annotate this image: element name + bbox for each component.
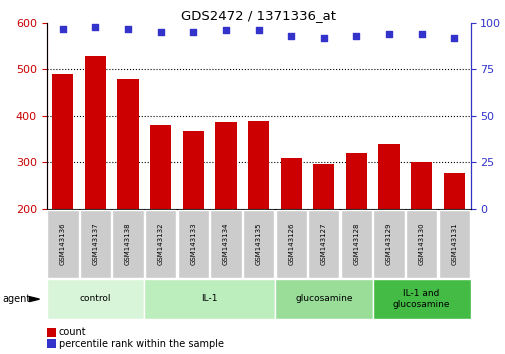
FancyBboxPatch shape xyxy=(438,210,469,278)
Text: GSM143129: GSM143129 xyxy=(385,223,391,265)
Bar xyxy=(215,121,236,209)
Text: GSM143126: GSM143126 xyxy=(288,223,293,265)
FancyBboxPatch shape xyxy=(242,210,274,278)
Point xyxy=(286,33,294,39)
Point xyxy=(417,32,425,37)
Text: GSM143132: GSM143132 xyxy=(158,223,164,265)
Text: GSM143131: GSM143131 xyxy=(450,223,457,265)
Bar xyxy=(85,56,106,209)
FancyBboxPatch shape xyxy=(308,210,339,278)
FancyBboxPatch shape xyxy=(145,210,176,278)
FancyBboxPatch shape xyxy=(340,210,371,278)
FancyBboxPatch shape xyxy=(46,279,144,319)
Text: count: count xyxy=(59,327,86,337)
FancyBboxPatch shape xyxy=(47,210,78,278)
Bar xyxy=(410,162,431,209)
Bar xyxy=(443,173,464,209)
Title: GDS2472 / 1371336_at: GDS2472 / 1371336_at xyxy=(181,9,335,22)
Bar xyxy=(52,74,73,209)
Polygon shape xyxy=(29,297,39,302)
Point xyxy=(449,35,458,41)
Text: GSM143128: GSM143128 xyxy=(352,223,359,265)
Bar xyxy=(378,144,399,209)
Bar xyxy=(182,131,204,209)
Text: GSM143130: GSM143130 xyxy=(418,223,424,265)
Bar xyxy=(313,164,334,209)
FancyBboxPatch shape xyxy=(373,210,404,278)
Text: GSM143136: GSM143136 xyxy=(60,223,66,265)
Point xyxy=(319,35,327,41)
Point xyxy=(157,29,165,35)
Text: percentile rank within the sample: percentile rank within the sample xyxy=(59,339,223,349)
FancyBboxPatch shape xyxy=(144,279,274,319)
FancyBboxPatch shape xyxy=(210,210,241,278)
FancyBboxPatch shape xyxy=(275,210,306,278)
Text: GSM143133: GSM143133 xyxy=(190,223,196,265)
Bar xyxy=(117,79,138,209)
Point xyxy=(351,33,360,39)
Text: GSM143127: GSM143127 xyxy=(320,223,326,265)
Bar xyxy=(345,153,366,209)
Text: IL-1 and
glucosamine: IL-1 and glucosamine xyxy=(392,289,449,309)
FancyBboxPatch shape xyxy=(372,279,470,319)
FancyBboxPatch shape xyxy=(112,210,143,278)
Point xyxy=(189,29,197,35)
Text: GSM143134: GSM143134 xyxy=(223,223,228,265)
Point xyxy=(384,32,392,37)
Text: control: control xyxy=(80,295,111,303)
FancyBboxPatch shape xyxy=(405,210,436,278)
Text: GSM143135: GSM143135 xyxy=(255,223,261,265)
Text: GSM143137: GSM143137 xyxy=(92,223,98,265)
FancyBboxPatch shape xyxy=(80,210,111,278)
Text: GSM143138: GSM143138 xyxy=(125,223,131,265)
Point xyxy=(222,28,230,33)
Bar xyxy=(280,158,301,209)
Point xyxy=(59,26,67,32)
Text: agent: agent xyxy=(3,294,31,304)
Point xyxy=(124,26,132,32)
Bar xyxy=(247,121,269,209)
Bar xyxy=(150,125,171,209)
Point xyxy=(254,28,262,33)
Text: IL-1: IL-1 xyxy=(201,295,218,303)
FancyBboxPatch shape xyxy=(274,279,372,319)
FancyBboxPatch shape xyxy=(177,210,209,278)
Text: glucosamine: glucosamine xyxy=(294,295,352,303)
Point xyxy=(91,24,99,29)
